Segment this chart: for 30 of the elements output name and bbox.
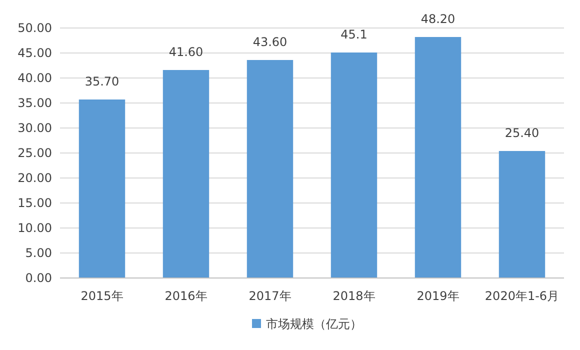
data-label: 41.60: [168, 45, 204, 59]
y-tick-label: 30.00: [18, 121, 52, 136]
legend-label: 市场规模（亿元）: [266, 317, 362, 332]
y-tick-label: 0.00: [25, 271, 52, 286]
x-tick-label: 2015年: [80, 289, 124, 303]
y-tick-label: 35.00: [18, 96, 52, 110]
y-tick-label: 20.00: [18, 171, 52, 186]
y-tick-label: 40.00: [18, 71, 52, 86]
bar: [246, 60, 294, 278]
bar: [162, 70, 210, 278]
y-tick-label: 5.00: [25, 246, 52, 260]
y-tick-label: 25.00: [18, 146, 52, 160]
x-tick-label: 2016年: [164, 289, 208, 303]
bar: [330, 52, 378, 278]
data-label: 48.20: [420, 12, 456, 26]
x-tick-label: 2019年: [416, 289, 460, 303]
y-tick-label: 15.00: [18, 196, 52, 210]
data-label: 35.70: [84, 74, 120, 88]
bar: [78, 100, 126, 278]
bar: [498, 151, 546, 278]
data-label: 43.60: [252, 35, 288, 49]
y-tick-label: 10.00: [18, 221, 52, 236]
y-tick-label: 50.00: [18, 21, 52, 36]
x-tick-label: 2020年1-6月: [484, 289, 560, 303]
bar: [414, 37, 462, 278]
x-tick-label: 2018年: [332, 289, 376, 303]
x-tick-label: 2017年: [248, 289, 292, 303]
data-label: 45.1: [340, 28, 368, 42]
y-tick-label: 45.00: [18, 46, 52, 60]
data-label: 25.40: [504, 126, 540, 140]
